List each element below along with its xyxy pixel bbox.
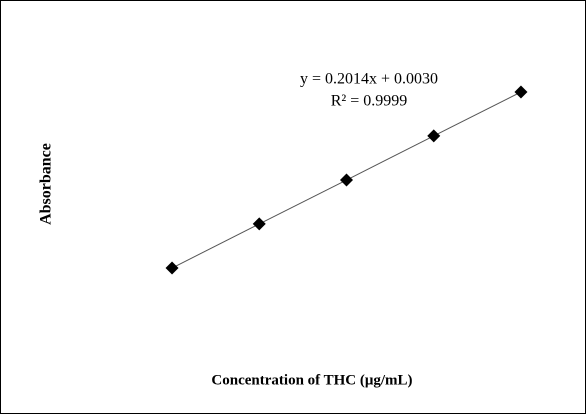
- data-point: [165, 261, 179, 275]
- equation: y = 0.2014x + 0.0030: [300, 71, 438, 88]
- data-point: [427, 129, 441, 143]
- data-point: [340, 173, 353, 187]
- data-point: [252, 217, 266, 231]
- r-squared: R² = 0.9999: [331, 93, 408, 110]
- data-point: [514, 85, 528, 99]
- y-axis-label: Absorbance: [38, 143, 55, 225]
- x-axis-label: Concentration of THC (μg/mL): [211, 372, 412, 388]
